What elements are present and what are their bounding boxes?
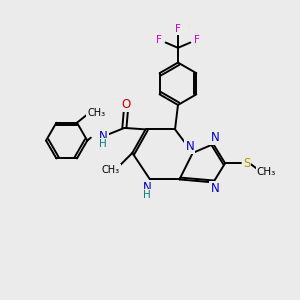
Text: N: N	[185, 140, 194, 153]
Text: F: F	[194, 34, 200, 45]
Text: N: N	[210, 131, 219, 144]
Text: CH₃: CH₃	[87, 108, 105, 118]
Text: CH₃: CH₃	[102, 165, 120, 175]
Text: F: F	[175, 24, 181, 34]
Text: H: H	[99, 139, 107, 148]
Text: N: N	[99, 130, 108, 143]
Text: N: N	[143, 181, 152, 194]
Text: H: H	[143, 190, 151, 200]
Text: S: S	[243, 157, 250, 170]
Text: O: O	[121, 98, 130, 111]
Text: F: F	[156, 34, 162, 45]
Text: CH₃: CH₃	[257, 167, 276, 177]
Text: N: N	[210, 182, 219, 195]
